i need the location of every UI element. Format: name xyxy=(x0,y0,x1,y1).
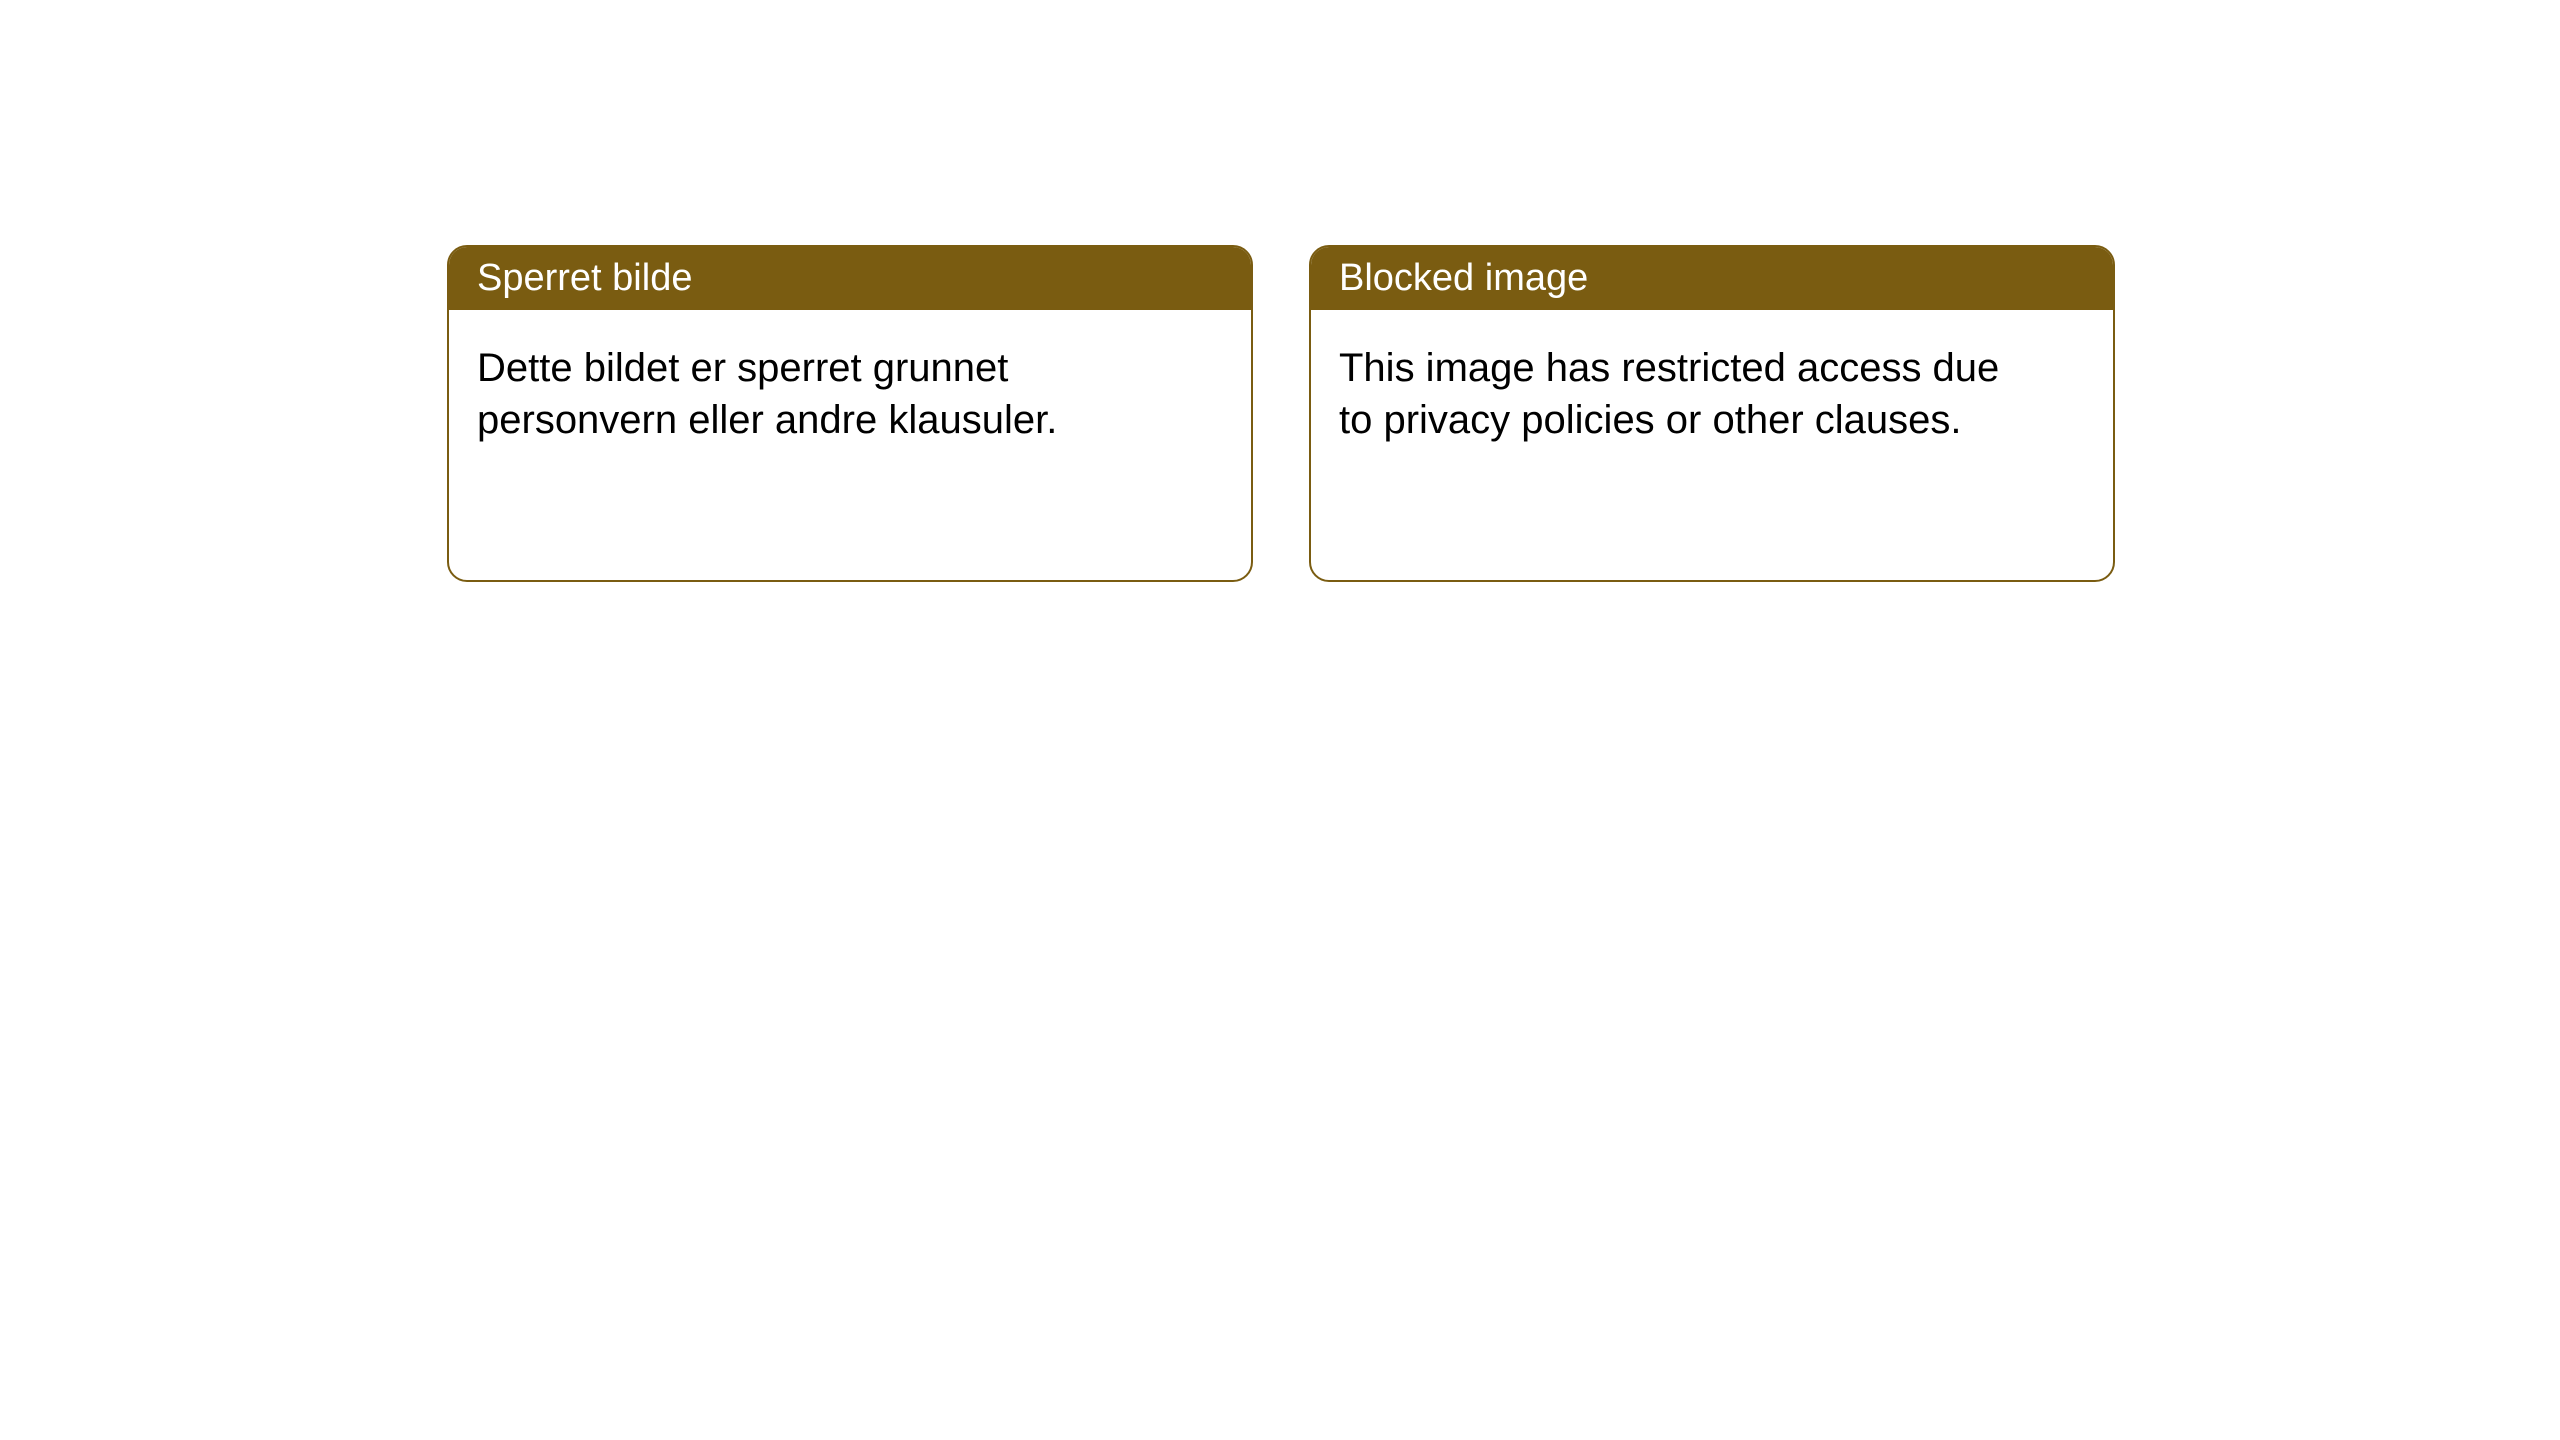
notice-container: Sperret bilde Dette bildet er sperret gr… xyxy=(447,245,2115,582)
notice-body: Dette bildet er sperret grunnet personve… xyxy=(449,310,1169,478)
notice-title: Sperret bilde xyxy=(477,257,692,299)
notice-card-english: Blocked image This image has restricted … xyxy=(1309,245,2115,582)
notice-header: Blocked image xyxy=(1311,247,2113,310)
notice-text: Dette bildet er sperret grunnet personve… xyxy=(477,346,1057,442)
notice-header: Sperret bilde xyxy=(449,247,1251,310)
notice-body: This image has restricted access due to … xyxy=(1311,310,2031,478)
notice-title: Blocked image xyxy=(1339,257,1588,299)
notice-text: This image has restricted access due to … xyxy=(1339,346,1999,442)
notice-card-norwegian: Sperret bilde Dette bildet er sperret gr… xyxy=(447,245,1253,582)
